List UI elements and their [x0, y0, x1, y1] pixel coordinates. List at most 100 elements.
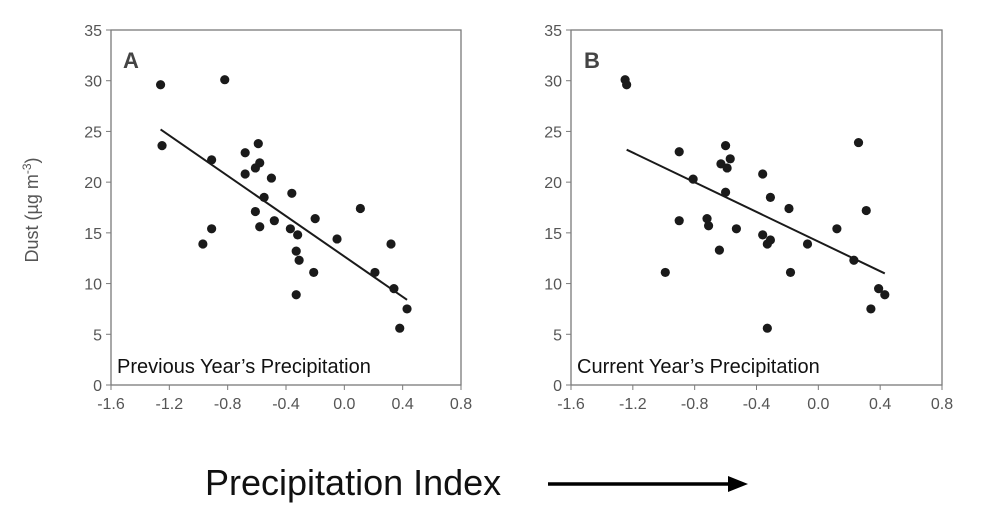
panel-a-data-point: [207, 155, 217, 165]
panel-b-data-point: [762, 323, 772, 333]
panel-b-data-point: [765, 192, 776, 202]
panel-b-data-point: [880, 290, 890, 300]
panel-a-x-tick-label: 0.8: [450, 396, 472, 413]
panel-b-y-tick-label: 35: [544, 23, 562, 40]
panel-a-x-tick-label: -1.2: [156, 396, 184, 413]
panel-b-y-tick-label: 15: [544, 226, 562, 243]
panel-b-data-point: [703, 221, 714, 231]
panel-a-data-point: [220, 75, 230, 85]
panel-b-y-tick-label: 5: [553, 327, 562, 344]
panel-b-x-tick-label: 0.4: [869, 396, 891, 413]
panel-b-data-point: [758, 169, 768, 179]
panel-b-data-point: [758, 230, 768, 240]
panel-b-y-tick-label: 25: [544, 124, 562, 141]
y-axis-title: Dust (µg m-3): [20, 157, 42, 262]
panel-b-x-tick-label: 0.8: [931, 396, 953, 413]
panel-b-data-point: [688, 174, 698, 184]
panel-a-data-point: [255, 158, 265, 168]
panel-b-data-point: [866, 304, 876, 314]
panel-a-data-point: [291, 290, 301, 300]
panel-a-letter: A: [123, 48, 139, 73]
panel-b: B Current Year’s Precipitation -1.6 -1.2-…: [544, 23, 953, 413]
panel-a-trendline: [160, 128, 408, 301]
panel-b-data-point: [674, 216, 684, 226]
panel-a-ticks: -1.6 -1.2 -0.8 -0.4 0.0 0.4 0.8 0 5 10 15 20 25 30 35: [84, 23, 472, 413]
panel-b-letter: B: [584, 48, 600, 73]
panel-a-data-point: [157, 141, 167, 151]
panel-b-data-point: [725, 154, 735, 164]
panel-b-data-point: [874, 284, 884, 294]
panel-a-data-point: [269, 216, 279, 226]
panel-b-data-point: [720, 141, 731, 151]
panel-a-data-point: [266, 173, 277, 183]
panel-b-data-point: [849, 255, 859, 265]
panel-a-data-point: [332, 234, 342, 244]
panel-a-data-point: [402, 304, 412, 314]
panel-a-y-tick-label: 35: [84, 23, 102, 40]
panel-b-trendline: [626, 148, 886, 275]
panel-b-data-point: [702, 214, 712, 224]
panel-b-y-tick-label: 0: [553, 378, 562, 395]
panel-a-data-point: [309, 267, 319, 278]
panel-a-y-tick-label: 20: [84, 175, 102, 192]
panel-a: A Previous Year’s Precipitation -1.6 -1.2…: [84, 23, 472, 413]
panel-b-x-tick-label: -0.4: [743, 396, 771, 413]
panel-b-x-tick-label: 0.0: [807, 396, 829, 413]
panel-a-annotation: Previous Year’s Precipitation: [117, 356, 371, 378]
panel-a-data-point: [291, 246, 301, 256]
right-arrow-icon: [548, 476, 748, 492]
x-axis-title: Precipitation Index: [205, 462, 502, 503]
panel-a-x-tick-label: -1.6: [97, 396, 125, 413]
panel-a-data-point: [294, 255, 304, 265]
panel-a-data-point: [395, 323, 405, 333]
panel-a-data-point: [240, 148, 250, 158]
panel-a-y-tick-label: 0: [93, 378, 102, 395]
panel-a-data-point: [370, 267, 380, 278]
panel-a-y-tick-label: 10: [84, 277, 102, 294]
panel-b-data-point: [785, 267, 796, 278]
panel-b-y-tick-label: 10: [544, 277, 562, 294]
panel-a-data-point: [259, 192, 269, 202]
panel-b-x-tick-label: -1.6: [557, 396, 585, 413]
panel-a-data-point: [250, 206, 260, 217]
panel-b-x-tick-label: -0.8: [681, 396, 709, 413]
panel-b-data-point: [731, 224, 742, 234]
panel-b-points: [620, 75, 890, 333]
panel-a-data-point: [255, 222, 265, 232]
panel-a-points: [155, 75, 412, 333]
panel-a-x-tick-label: 0.4: [392, 396, 414, 413]
panel-b-data-point: [722, 163, 732, 173]
panel-a-data-point: [155, 80, 166, 90]
panel-a-y-tick-label: 15: [84, 226, 102, 243]
panel-b-data-point: [765, 235, 776, 245]
panel-b-data-point: [660, 267, 670, 278]
panel-b-data-point: [784, 203, 794, 214]
y-axis-title-end: ): [22, 157, 42, 163]
y-axis-title-main: Dust (µg m: [22, 174, 42, 262]
panel-a-x-tick-label: 0.0: [333, 396, 355, 413]
panel-a-data-point: [198, 239, 208, 249]
panel-b-data-point: [802, 239, 813, 249]
panel-b-data-point: [674, 147, 684, 157]
panel-a-y-tick-label: 30: [84, 74, 102, 91]
y-axis-title-superscript: -3: [20, 163, 34, 174]
panel-b-data-point: [861, 205, 871, 216]
panel-a-data-point: [389, 284, 399, 294]
panel-a-data-point: [287, 188, 297, 198]
panel-b-y-tick-label: 30: [544, 74, 562, 91]
panel-b-data-point: [714, 245, 725, 255]
panel-a-x-tick-label: -0.4: [272, 396, 300, 413]
panel-a-data-point: [310, 214, 320, 224]
panel-a-y-tick-label: 25: [84, 124, 102, 141]
panel-b-y-tick-label: 20: [544, 175, 562, 192]
panel-a-data-point: [386, 239, 396, 249]
panel-b-data-point: [853, 137, 864, 148]
panel-a-data-point: [207, 224, 217, 234]
panel-a-data-point: [285, 224, 295, 234]
panel-a-data-point: [253, 139, 263, 149]
panel-b-data-point: [832, 224, 842, 234]
panel-a-data-point: [355, 203, 365, 214]
panel-b-data-point: [622, 80, 632, 90]
panel-b-x-tick-label: -1.2: [619, 396, 647, 413]
